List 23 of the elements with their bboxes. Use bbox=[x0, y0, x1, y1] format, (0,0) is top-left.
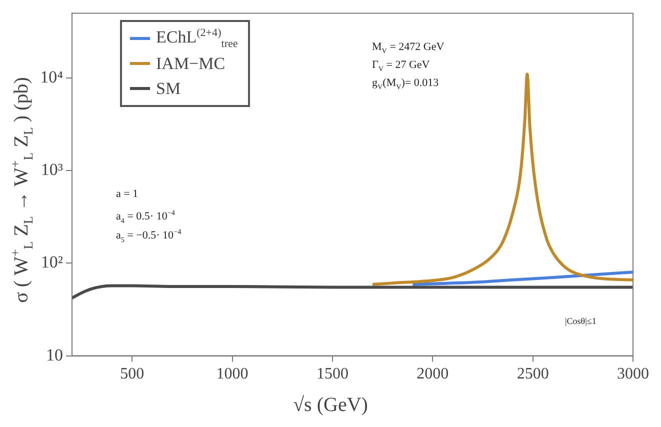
annotation: Γ$_{V}$ = 27 GeV bbox=[372, 58, 430, 76]
legend-label: SM bbox=[156, 78, 181, 98]
annotation: a$_{4}$ = 0.5· 10$^{−4}$ bbox=[116, 208, 175, 227]
annotation: a$_{5}$ = −0.5· 10$^{−4}$ bbox=[116, 227, 182, 246]
annotation: g$_{V}$(M$_{V}$)= 0.013 bbox=[372, 76, 439, 94]
line-series bbox=[72, 284, 633, 300]
annotation: |Cosθ|≤1 bbox=[565, 315, 596, 328]
y-tick-label: 10 bbox=[46, 345, 63, 364]
annotation: a = 1 bbox=[116, 187, 138, 201]
x-tick-label: 500 bbox=[120, 366, 144, 383]
annotation: M$_{V}$ = 2472 GeV bbox=[372, 40, 444, 58]
y-tick-label: 10² bbox=[40, 252, 63, 272]
y-tick-label: 10³ bbox=[40, 160, 63, 180]
x-tick-label: 1500 bbox=[316, 366, 348, 383]
y-tick-label: 10⁴ bbox=[40, 67, 64, 86]
line-series bbox=[371, 72, 633, 286]
x-tick-label: 3000 bbox=[617, 366, 649, 383]
x-tick-label: 2000 bbox=[416, 366, 449, 383]
x-axis-title: √s (GeV) bbox=[292, 394, 369, 417]
legend-label: IAM−MC bbox=[156, 54, 226, 74]
x-tick-label: 1000 bbox=[216, 366, 248, 383]
line-series bbox=[411, 270, 633, 286]
x-tick-label: 2500 bbox=[516, 366, 549, 383]
